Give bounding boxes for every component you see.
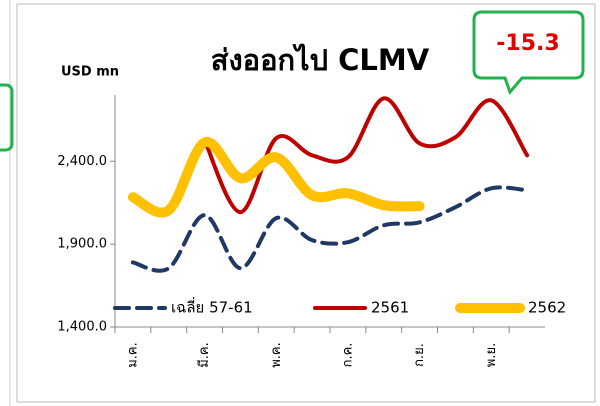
x-tick-label: ม.ค.	[125, 342, 140, 368]
y-axis-label: USD mn	[61, 65, 119, 80]
series-line	[127, 137, 425, 218]
chart-border	[16, 3, 596, 403]
series-line	[130, 185, 530, 273]
x-tick-label: ก.ค.	[340, 343, 355, 368]
x-tick-label: พ.ย.	[484, 343, 499, 367]
annotation-callout	[472, 10, 585, 95]
y-tick-label: 2,400.0	[57, 154, 107, 169]
legend-label: เฉลี่ย 57-61	[171, 297, 253, 317]
chart-title: ส่งออกไป CLMV	[211, 43, 430, 77]
annotation: -15.3	[496, 31, 559, 56]
legend-label: 2562	[528, 299, 566, 317]
legend-label: 2561	[371, 299, 409, 317]
series-line	[202, 96, 530, 215]
y-tick-label: 1,400.0	[57, 320, 107, 335]
x-tick-label: มี.ค.	[196, 342, 212, 368]
side-callout	[0, 83, 14, 152]
y-tick-label: 1,900.0	[57, 237, 107, 252]
x-tick-label: ก.ย.	[412, 343, 427, 367]
x-tick-label: พ.ค.	[269, 342, 284, 368]
